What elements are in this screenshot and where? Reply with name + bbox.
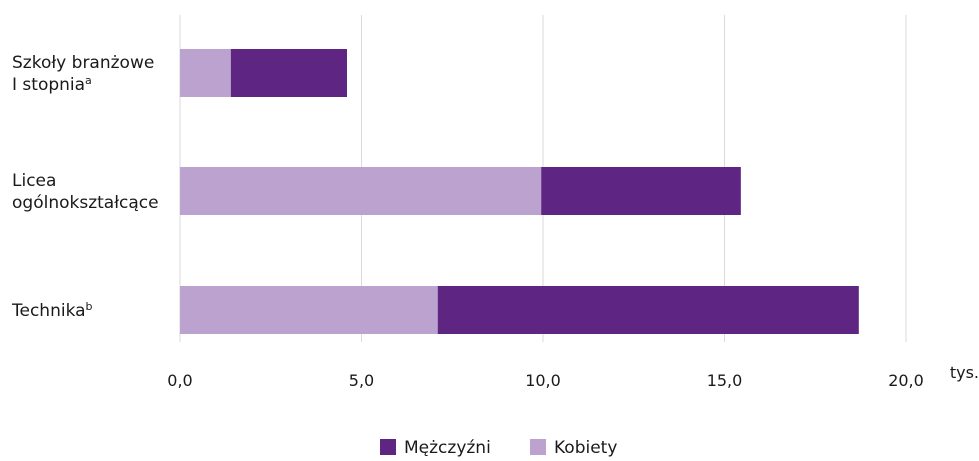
x-axis-unit-label: tys. [950, 363, 979, 382]
category-label-text: Szkoły branżowe [12, 53, 154, 73]
bar-kobiety [180, 49, 231, 97]
x-axis-tick-labels: 0,0 5,0 10,0 15,0 20,0 [167, 371, 924, 390]
x-tick-label: 15,0 [707, 371, 743, 390]
bar-mezczyzni [230, 49, 347, 97]
category-label-text: ogólnokształcące [12, 193, 159, 213]
category-label: ogólnokształcące [12, 193, 159, 213]
category-label: I stopniaa [12, 74, 92, 95]
category-label: Technikab [11, 300, 93, 321]
x-tick-label: 5,0 [349, 371, 374, 390]
bar-kobiety [180, 286, 438, 334]
legend-label: Kobiety [554, 438, 617, 458]
legend-label: Mężczyźni [404, 438, 491, 458]
x-tick-label: 20,0 [888, 371, 924, 390]
category-label-text: Licea [12, 171, 56, 191]
legend: Mężczyźni Kobiety [380, 438, 617, 458]
footnote-marker: a [85, 74, 92, 87]
category-label: Licea [12, 171, 56, 191]
bar-kobiety [180, 167, 542, 215]
legend-swatch [530, 439, 546, 455]
category-label-text: Technika [11, 301, 86, 321]
bar-mezczyzni [541, 167, 741, 215]
category-label: Szkoły branżowe [12, 53, 154, 73]
bar-mezczyzni [437, 286, 859, 334]
footnote-marker: b [86, 300, 93, 313]
x-tick-label: 0,0 [167, 371, 192, 390]
bars [180, 49, 859, 334]
x-tick-label: 10,0 [525, 371, 561, 390]
legend-swatch [380, 439, 396, 455]
category-label-text: I stopnia [12, 75, 85, 95]
